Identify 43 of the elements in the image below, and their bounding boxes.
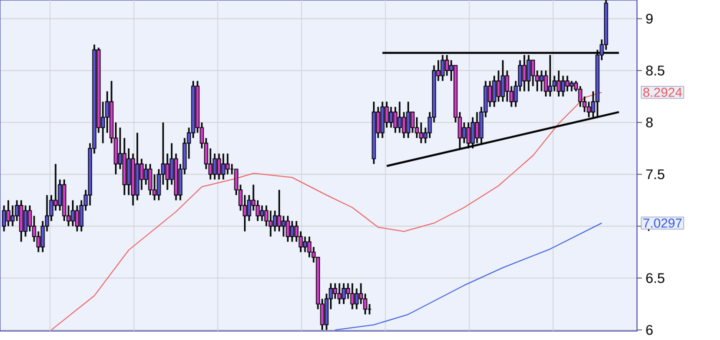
candlestick bbox=[286, 215, 290, 243]
line-series bbox=[50, 92, 602, 330]
y-tick-label: 7.5 bbox=[646, 169, 664, 180]
candlestick bbox=[70, 199, 75, 227]
candlestick bbox=[290, 220, 294, 243]
candlestick bbox=[470, 116, 475, 150]
candlestick bbox=[350, 282, 354, 310]
y-tick-label: 8 bbox=[646, 117, 653, 128]
candlestick bbox=[556, 70, 561, 98]
y-tick-label: 8.5 bbox=[646, 66, 664, 76]
candlestick bbox=[307, 236, 312, 258]
y-tick-label: 6.5 bbox=[646, 273, 664, 284]
candlestick bbox=[212, 152, 217, 180]
candlestick bbox=[406, 100, 410, 139]
candlestick bbox=[492, 74, 496, 108]
candlestick bbox=[570, 80, 574, 92]
text: 8.2924 bbox=[643, 88, 682, 97]
candlestick bbox=[388, 106, 394, 128]
candlestick bbox=[260, 204, 264, 222]
candlestick bbox=[221, 152, 226, 180]
y-tick-label: 6 bbox=[646, 325, 653, 335]
candlestick bbox=[398, 100, 402, 134]
candlestick bbox=[277, 189, 282, 232]
candlestick bbox=[216, 152, 222, 180]
candlestick bbox=[565, 74, 570, 92]
text: 7.0297 bbox=[643, 218, 682, 228]
candlestick bbox=[6, 199, 10, 227]
candlestick bbox=[268, 210, 273, 238]
candlestick bbox=[10, 204, 15, 227]
candlestick bbox=[419, 122, 424, 144]
candlestick bbox=[281, 215, 286, 238]
candlestick bbox=[23, 204, 28, 238]
y-tick-label: 9 bbox=[646, 14, 653, 24]
line-series bbox=[334, 222, 602, 330]
candlestick bbox=[226, 152, 230, 176]
candlestick bbox=[2, 204, 6, 232]
candlestick bbox=[75, 204, 80, 232]
candlestick bbox=[578, 85, 582, 108]
candlestick bbox=[354, 288, 359, 310]
candlestick bbox=[342, 282, 346, 305]
candlestick bbox=[302, 236, 308, 253]
candlestick bbox=[500, 59, 505, 102]
candlestick bbox=[333, 282, 338, 300]
